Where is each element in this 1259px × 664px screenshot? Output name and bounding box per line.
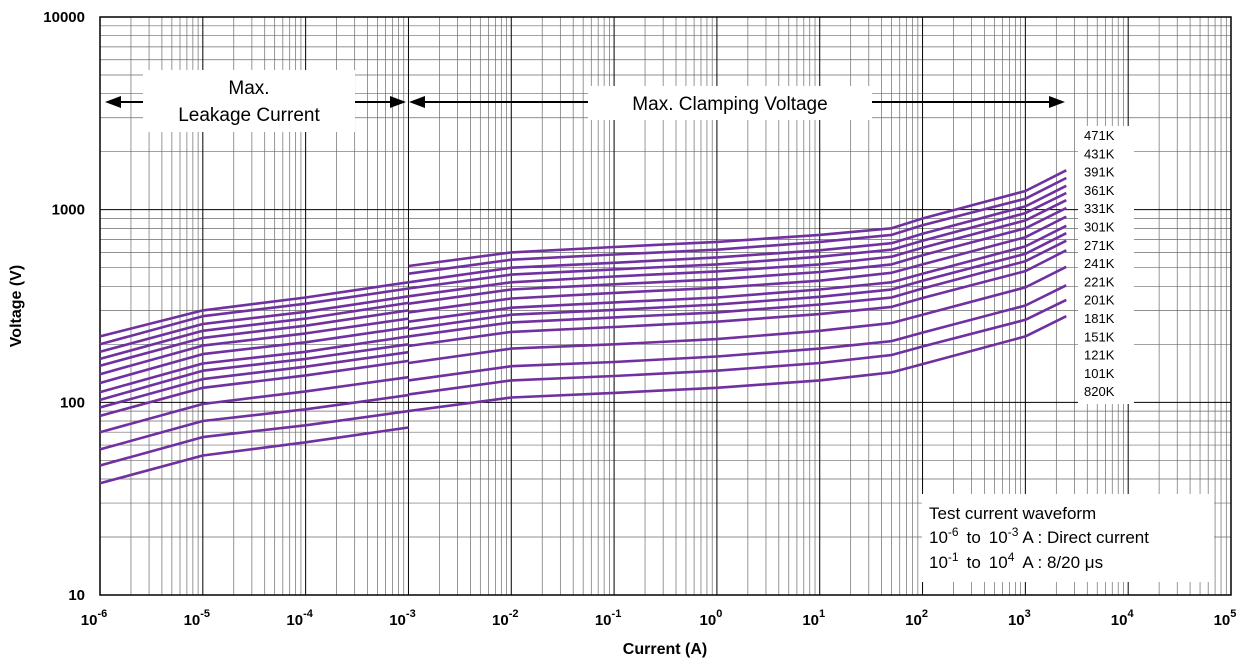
series-271k-leakage-line [99, 326, 409, 385]
series-181k-leakage-line [99, 359, 409, 418]
series-201k-clamping-line [408, 239, 1067, 338]
waveform-legend-row-dc: 10-6 to 10-3 A : Direct current [929, 525, 1149, 547]
series-361k-label: 361K [1084, 183, 1115, 198]
row-dc-to-base: 10 [989, 528, 1008, 547]
y-tick-labels: 10 100 1000 10000 [43, 9, 85, 604]
series-121k-leakage-line [99, 393, 409, 451]
series-820k-leakage-line [99, 426, 409, 485]
plot-frame [99, 16, 1232, 596]
row-imp-to: to [967, 553, 981, 572]
x-tick-label: 102 [905, 608, 928, 629]
series-labels: 471K 431K 391K 361K 331K 301K 271K 241K 221K 201K… [1084, 128, 1115, 399]
leakage-box [143, 70, 355, 132]
series-221k-leakage-line [99, 343, 409, 402]
series-471k-clamping-line [408, 169, 1067, 268]
series-820k-label: 820K [1084, 384, 1115, 399]
series-101k-label: 101K [1084, 366, 1115, 381]
series-331k-label: 331K [1084, 201, 1115, 216]
leakage-annotation: Max. Leakage Current [105, 70, 406, 132]
clamping-box [588, 86, 872, 120]
x-tick-labels: 10-6 10-5 10-4 10-3 10-2 10-1 100 101 102 103 104 1… [81, 608, 1237, 629]
y-tick-label: 10 [68, 587, 85, 604]
series-221k-clamping-line [408, 232, 1067, 331]
series-201k-label: 201K [1084, 293, 1115, 308]
x-tick-label: 10-5 [184, 608, 210, 629]
series-151k-leakage-line [99, 375, 409, 434]
clamping-arrowhead-left [409, 96, 425, 108]
series-331k-clamping-line [408, 199, 1067, 298]
series-241k-label: 241K [1084, 256, 1115, 271]
series-221k-label: 221K [1084, 274, 1115, 289]
series-271k-label: 271K [1084, 238, 1115, 253]
series-101k-clamping-line [408, 298, 1067, 396]
series-361k-leakage-line [99, 301, 409, 361]
x-tick-label: 100 [700, 608, 723, 629]
row-dc-text: A : Direct current [1022, 528, 1149, 547]
row-imp-from-exp: -1 [948, 550, 959, 564]
row-imp-text: A : 8/20 μs [1022, 553, 1103, 572]
series-391k-clamping-line [408, 184, 1067, 284]
series-431k-clamping-line [408, 176, 1067, 275]
series-391k-leakage-line [99, 295, 409, 354]
row-dc-to-exp: -3 [1008, 525, 1019, 539]
series-151k-clamping-line [408, 265, 1067, 365]
row-dc-from-base: 10 [929, 528, 948, 547]
y-axis-title: Voltage (V) [8, 265, 25, 347]
x-tick-label: 10-2 [492, 608, 518, 629]
x-tick-label: 10-6 [81, 608, 107, 629]
series-101k-leakage-line [99, 409, 409, 467]
series-431k-label: 431K [1084, 146, 1115, 161]
row-imp-from-base: 10 [929, 553, 948, 572]
series-361k-clamping-line [408, 191, 1067, 290]
clamping-label: Max. Clamping Voltage [632, 94, 827, 115]
series-121k-label: 121K [1084, 348, 1115, 363]
leakage-label-line1: Max. [228, 78, 269, 99]
waveform-legend-title: Test current waveform [929, 504, 1096, 523]
series-301k-clamping-line [408, 206, 1067, 305]
series-331k-leakage-line [99, 309, 409, 367]
x-tick-label: 104 [1111, 608, 1135, 629]
row-dc-from-exp: -6 [948, 525, 959, 539]
clamping-arrowhead-right [1049, 96, 1065, 108]
row-dc-to: to [967, 528, 981, 547]
series-121k-clamping-line [408, 284, 1067, 382]
x-tick-label: 103 [1008, 608, 1031, 629]
series-301k-leakage-line [99, 317, 409, 376]
x-axis-title: Current (A) [623, 641, 707, 658]
series-301k-label: 301K [1084, 220, 1115, 235]
series-820k-clamping-line [408, 315, 1067, 413]
y-tick-label: 1000 [52, 202, 85, 219]
series-151k-label: 151K [1084, 329, 1115, 344]
row-imp-to-base: 10 [989, 553, 1008, 572]
clamping-annotation: Max. Clamping Voltage [409, 86, 1065, 120]
series-201k-leakage-line [99, 350, 409, 409]
series-labels-box [1078, 126, 1134, 404]
series-181k-clamping-line [408, 249, 1067, 348]
series-lines [99, 169, 1067, 485]
x-tick-label: 10-4 [286, 608, 313, 629]
series-241k-leakage-line [99, 335, 409, 394]
waveform-legend-box [922, 494, 1214, 582]
x-tick-label: 105 [1214, 608, 1237, 629]
leakage-arrowhead-left [105, 96, 121, 108]
series-241k-clamping-line [408, 224, 1067, 323]
series-431k-leakage-line [99, 287, 409, 346]
x-tick-label: 10-3 [389, 608, 415, 629]
x-tick-label: 101 [802, 608, 825, 629]
series-471k-label: 471K [1084, 128, 1115, 143]
leakage-label-line2: Leakage Current [178, 105, 320, 126]
x-tick-label: 10-1 [595, 608, 621, 629]
row-imp-to-exp: 4 [1008, 550, 1015, 564]
leakage-arrowhead-right [390, 96, 406, 108]
series-181k-label: 181K [1084, 311, 1115, 326]
series-271k-clamping-line [408, 215, 1067, 314]
series-391k-label: 391K [1084, 165, 1115, 180]
waveform-legend: Test current waveform 10-6 to 10-3 A : Dire… [922, 494, 1214, 582]
y-tick-label: 100 [60, 394, 85, 411]
waveform-legend-row-impulse: 10-1 to 104 A : 8/20 μs [929, 550, 1103, 572]
series-471k-leakage-line [99, 281, 409, 338]
y-tick-label: 10000 [43, 9, 85, 26]
